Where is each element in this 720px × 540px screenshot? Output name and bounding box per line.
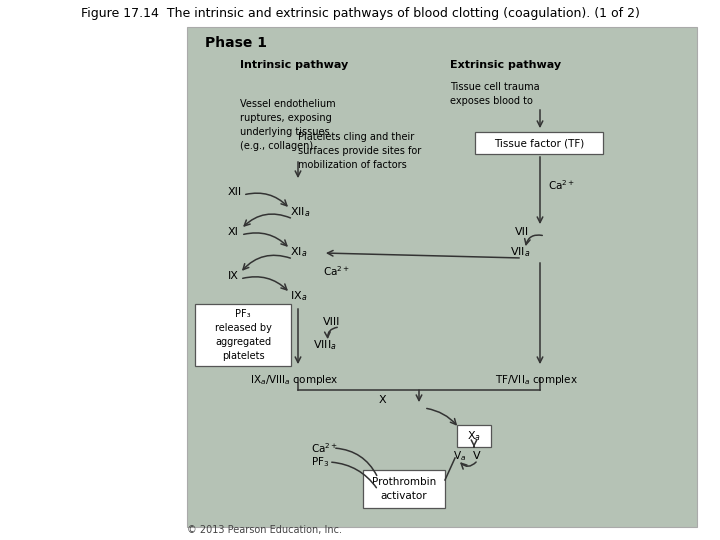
Text: IX$_a$: IX$_a$ (290, 289, 307, 303)
Text: Ca$^{2+}$: Ca$^{2+}$ (548, 178, 575, 192)
Text: Extrinsic pathway: Extrinsic pathway (450, 60, 561, 70)
Text: VII: VII (515, 227, 529, 237)
Text: X$_a$: X$_a$ (467, 429, 481, 443)
Text: Phase 1: Phase 1 (205, 36, 267, 50)
Text: © 2013 Pearson Education, Inc.: © 2013 Pearson Education, Inc. (187, 525, 342, 535)
Bar (187, 27, 697, 527)
Text: XII$_a$: XII$_a$ (290, 205, 310, 219)
Text: IX: IX (228, 271, 239, 281)
Text: IX$_a$/VIII$_a$ complex: IX$_a$/VIII$_a$ complex (250, 373, 338, 387)
Text: VIII$_a$: VIII$_a$ (313, 338, 337, 352)
Text: XI$_a$: XI$_a$ (290, 245, 307, 259)
Text: X: X (379, 395, 387, 405)
Text: V: V (473, 451, 481, 461)
Bar (363, 470, 445, 508)
Text: Ca$^{2+}$: Ca$^{2+}$ (311, 441, 338, 455)
Bar (195, 304, 291, 366)
Text: PF₃
released by
aggregated
platelets: PF₃ released by aggregated platelets (215, 309, 271, 361)
Text: Vessel endothelium
ruptures, exposing
underlying tissues
(e.g., collagen): Vessel endothelium ruptures, exposing un… (240, 99, 336, 151)
Text: Prothrombin
activator: Prothrombin activator (372, 477, 436, 501)
Text: VII$_a$: VII$_a$ (510, 245, 531, 259)
Text: Intrinsic pathway: Intrinsic pathway (240, 60, 348, 70)
Text: Figure 17.14  The intrinsic and extrinsic pathways of blood clotting (coagulatio: Figure 17.14 The intrinsic and extrinsic… (81, 8, 639, 21)
Text: Ca$^{2+}$: Ca$^{2+}$ (323, 264, 350, 278)
Text: V$_a$: V$_a$ (453, 449, 466, 463)
Bar (457, 425, 491, 447)
Text: VIII: VIII (323, 317, 341, 327)
Text: XI: XI (228, 227, 239, 237)
Text: PF$_3$: PF$_3$ (311, 455, 329, 469)
Bar (475, 132, 603, 154)
Text: Tissue factor (TF): Tissue factor (TF) (494, 138, 584, 148)
Text: TF/VII$_a$ complex: TF/VII$_a$ complex (495, 373, 578, 387)
Text: Tissue cell trauma
exposes blood to: Tissue cell trauma exposes blood to (450, 82, 539, 106)
Text: XII: XII (228, 187, 242, 197)
Text: Platelets cling and their
surfaces provide sites for
mobilization of factors: Platelets cling and their surfaces provi… (298, 132, 421, 170)
